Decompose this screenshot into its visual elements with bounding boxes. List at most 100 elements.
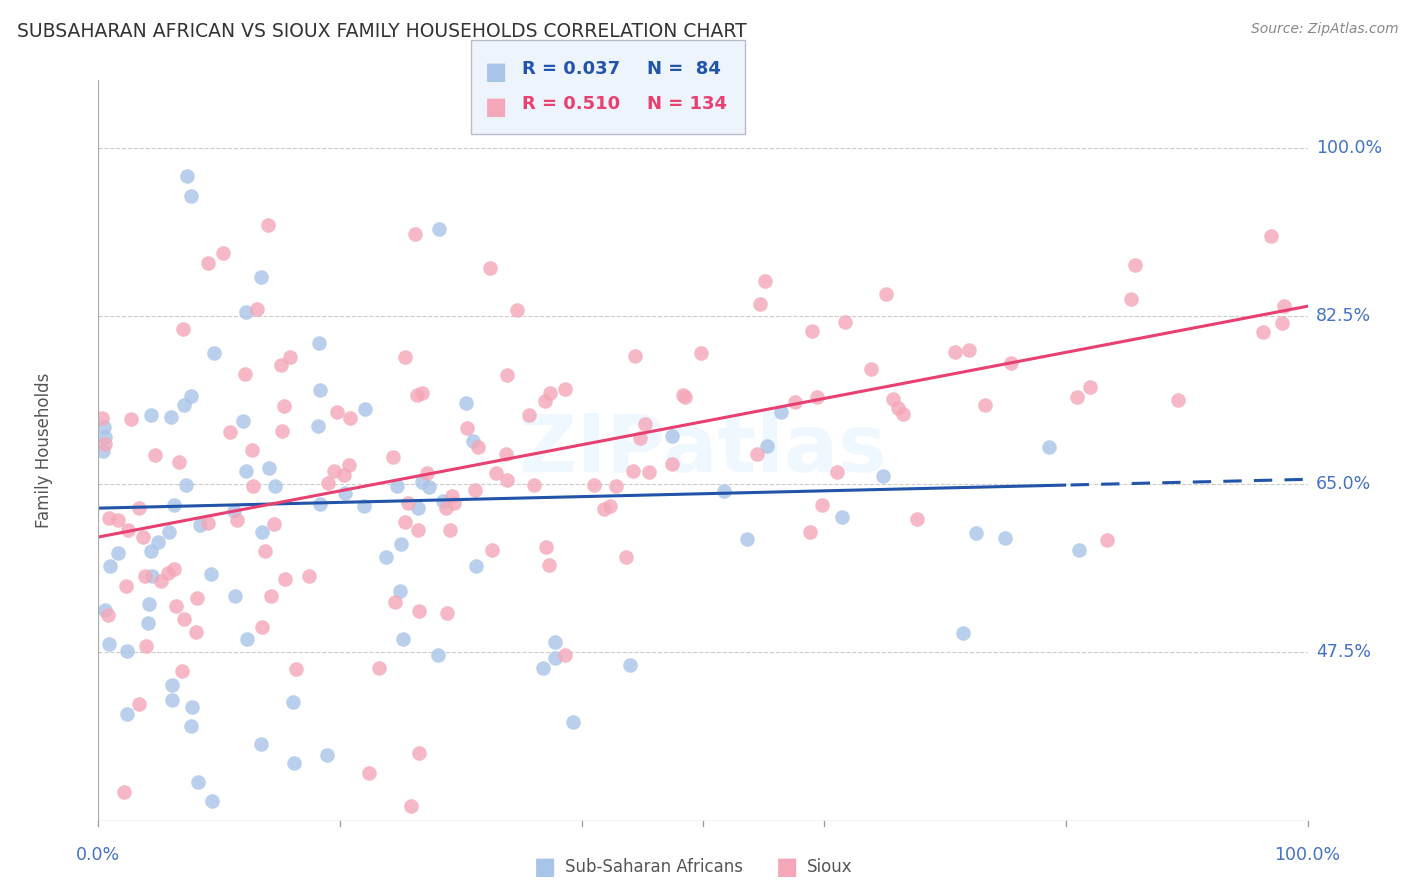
Point: [389, 583, 412, 598]
Point: [232, 414, 254, 428]
Point: [799, 524, 821, 539]
Point: [406, 500, 429, 515]
Point: [432, 494, 454, 508]
Point: [592, 501, 614, 516]
Point: [180, 719, 202, 733]
Text: R = 0.510: R = 0.510: [522, 95, 620, 113]
Point: [270, 358, 292, 372]
Point: [754, 275, 776, 289]
Point: [367, 660, 389, 674]
Point: [253, 543, 276, 558]
Point: [671, 387, 693, 401]
Point: [1000, 356, 1022, 370]
Text: ZIPatlas: ZIPatlas: [519, 411, 887, 490]
Point: [271, 424, 294, 438]
Point: [605, 478, 627, 492]
Point: [307, 418, 329, 433]
Point: [139, 408, 162, 422]
Point: [436, 500, 458, 515]
Point: [240, 442, 263, 457]
Point: [235, 305, 257, 319]
Point: [112, 785, 135, 799]
Point: [159, 524, 181, 539]
Point: [333, 486, 356, 500]
Point: [136, 616, 159, 631]
Point: [634, 417, 657, 431]
Point: [93, 603, 115, 617]
Point: [905, 512, 928, 526]
Point: [359, 765, 381, 780]
Point: [891, 407, 914, 421]
Text: ■: ■: [485, 95, 508, 120]
Point: [756, 439, 779, 453]
Point: [172, 322, 194, 336]
Point: [117, 707, 139, 722]
Point: [811, 498, 834, 512]
Point: [98, 510, 121, 524]
Point: [1069, 543, 1091, 558]
Point: [392, 632, 415, 646]
Point: [176, 169, 198, 184]
Text: 82.5%: 82.5%: [1316, 307, 1371, 325]
Point: [1253, 326, 1275, 340]
Point: [117, 523, 139, 537]
Point: [235, 464, 257, 478]
Point: [464, 559, 486, 574]
Point: [394, 351, 416, 365]
Point: [599, 499, 621, 513]
Text: SUBSAHARAN AFRICAN VS SIOUX FAMILY HOUSEHOLDS CORRELATION CHART: SUBSAHARAN AFRICAN VS SIOUX FAMILY HOUSE…: [17, 22, 747, 41]
Point: [399, 799, 422, 814]
Point: [134, 569, 156, 583]
Point: [308, 497, 330, 511]
Point: [202, 346, 225, 360]
Point: [284, 662, 307, 676]
Point: [322, 464, 344, 478]
Point: [481, 543, 503, 558]
Point: [146, 535, 169, 549]
Text: Sioux: Sioux: [807, 858, 852, 876]
Point: [544, 650, 567, 665]
Point: [160, 677, 183, 691]
Point: [614, 549, 637, 564]
Point: [623, 350, 645, 364]
Point: [98, 558, 121, 573]
Text: Family Households: Family Households: [35, 373, 53, 528]
Point: [957, 343, 980, 357]
Point: [250, 270, 273, 285]
Point: [1274, 299, 1296, 313]
Point: [128, 697, 150, 711]
Point: [456, 421, 478, 435]
Point: [308, 335, 330, 350]
Point: [90, 411, 112, 425]
Point: [436, 606, 458, 620]
Point: [394, 515, 416, 529]
Point: [519, 408, 541, 422]
Point: [263, 517, 285, 532]
Point: [831, 509, 853, 524]
Point: [94, 437, 117, 451]
Point: [250, 524, 273, 539]
Point: [554, 648, 576, 663]
Point: [859, 361, 882, 376]
Text: ■: ■: [485, 60, 508, 84]
Point: [1066, 390, 1088, 404]
Point: [628, 431, 651, 445]
Point: [619, 657, 641, 672]
Point: [427, 222, 450, 236]
Point: [226, 513, 249, 527]
Text: 100.0%: 100.0%: [1316, 138, 1382, 157]
Point: [236, 632, 259, 646]
Point: [389, 537, 412, 551]
Point: [562, 714, 585, 729]
Point: [98, 637, 121, 651]
Point: [163, 498, 186, 512]
Point: [495, 447, 517, 461]
Point: [396, 495, 419, 509]
Point: [385, 479, 408, 493]
Point: [114, 579, 136, 593]
Point: [224, 589, 246, 603]
Point: [281, 695, 304, 709]
Point: [333, 468, 356, 483]
Point: [298, 569, 321, 583]
Point: [256, 218, 278, 232]
